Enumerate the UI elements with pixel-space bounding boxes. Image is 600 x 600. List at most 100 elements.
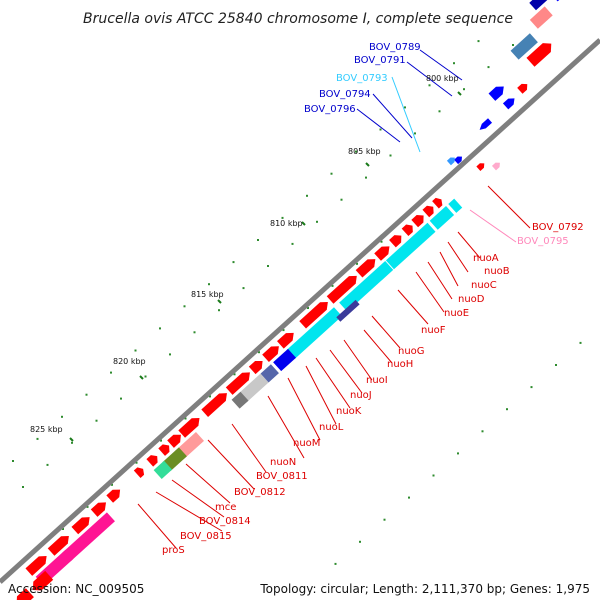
callout-line	[406, 61, 453, 97]
small-feature	[476, 163, 485, 171]
tick-dot	[383, 518, 386, 521]
tick-dot	[135, 461, 138, 464]
upper-feature-shape	[488, 86, 504, 101]
cds-feature-shape	[248, 360, 263, 375]
cds-feature-shape	[71, 517, 90, 535]
track-block-shape	[115, 488, 142, 514]
tick-dot	[85, 393, 88, 396]
tick-dot	[184, 417, 187, 420]
cyan-feature-shape	[448, 198, 463, 213]
callout-line	[329, 349, 363, 394]
cds-feature-shape	[225, 372, 250, 395]
upper-feature	[529, 0, 550, 11]
track-block-shape	[260, 364, 279, 383]
cds-feature	[158, 444, 170, 456]
small-feature-shape	[454, 156, 462, 165]
tick-dot	[86, 505, 89, 508]
callout-line	[372, 93, 413, 139]
tick-dot	[331, 284, 334, 287]
cds-feature	[299, 301, 328, 329]
kbp-tick	[457, 91, 462, 96]
tick-dot	[159, 327, 161, 330]
gene-label-bov-0815: BOV_0815	[180, 531, 232, 542]
cds-feature-shape	[374, 246, 390, 261]
small-feature	[491, 162, 500, 171]
cds-feature	[133, 467, 145, 478]
gene-label-bov-0814: BOV_0814	[199, 516, 251, 527]
cyan-feature-shape	[429, 206, 455, 230]
gene-label-bov-0792: BOV_0792	[532, 222, 584, 233]
callout-line	[427, 261, 453, 300]
tick-dot	[506, 408, 508, 411]
tick-dot	[555, 364, 557, 366]
cds-feature	[47, 535, 69, 556]
tick-dot	[307, 307, 309, 309]
tick-dot	[134, 349, 137, 352]
tick-dot	[291, 242, 294, 245]
callout-line	[267, 395, 305, 459]
upper-feature	[488, 86, 504, 101]
small-feature	[446, 157, 455, 166]
kbp-tick	[301, 221, 306, 226]
upper-feature	[529, 6, 553, 29]
upper-feature-shape	[502, 98, 515, 110]
cds-feature-shape	[355, 259, 376, 278]
callout-line	[171, 479, 225, 518]
callout-line	[207, 439, 255, 490]
gene-label-nuoj: nuoJ	[350, 390, 372, 401]
kbp-label: 815 kbp	[191, 290, 224, 299]
tick-dot	[330, 172, 333, 175]
tick-dot	[379, 128, 382, 131]
cds-feature-shape	[47, 535, 69, 556]
track-block-shape	[162, 447, 187, 472]
cds-feature-left	[16, 588, 34, 600]
gene-label-nuoa: nuoA	[473, 253, 499, 264]
tick-dot	[281, 216, 284, 219]
tick-dot	[209, 395, 211, 398]
cds-feature	[277, 332, 294, 349]
tick-dot	[316, 220, 318, 223]
cds-feature	[411, 215, 424, 228]
gene-label-bov-0793: BOV_0793	[336, 73, 388, 84]
kbp-label: 820 kbp	[113, 357, 146, 366]
tick-dot	[242, 287, 245, 290]
upper-feature-shape	[517, 83, 528, 94]
callout-line	[315, 357, 351, 409]
callout-line	[363, 329, 393, 364]
upper-feature-shape	[529, 0, 550, 11]
cds-feature	[25, 556, 47, 576]
cds-feature	[167, 434, 181, 448]
cyan-feature	[448, 198, 463, 213]
accession-text: Accession: NC_009505	[8, 582, 145, 596]
gene-label-nuoc: nuoC	[471, 280, 497, 291]
callout-line	[439, 251, 459, 287]
cyan-feature	[385, 222, 436, 270]
gene-label-bov-0794: BOV_0794	[319, 89, 371, 100]
cyan-feature-shape	[339, 261, 394, 312]
tick-dot	[46, 463, 49, 466]
tick-dot	[183, 305, 186, 308]
track-block	[273, 348, 297, 372]
tick-dot	[306, 194, 308, 197]
callout-line	[305, 365, 337, 425]
cds-feature-shape	[25, 556, 47, 576]
tick-dot	[512, 44, 514, 46]
cyan-feature	[286, 307, 343, 360]
callout-line	[343, 339, 373, 381]
cyan-feature-shape	[385, 222, 436, 270]
callout-line	[469, 209, 517, 243]
gene-label-nuod: nuoD	[458, 294, 485, 305]
callout-line	[137, 503, 177, 549]
tick-dot	[359, 540, 361, 543]
gene-label-nuom: nuoM	[293, 438, 320, 449]
tick-dot	[22, 486, 24, 488]
upper-feature-shape	[479, 118, 493, 130]
gene-label-nuof: nuoF	[421, 325, 446, 336]
callout-line	[287, 377, 321, 441]
track-block	[162, 447, 187, 472]
gene-label-nuog: nuoG	[398, 346, 425, 357]
tick-dot	[61, 415, 63, 418]
tick-dot	[432, 474, 435, 477]
cds-feature-left	[32, 570, 54, 591]
cds-feature-shape	[422, 205, 434, 218]
